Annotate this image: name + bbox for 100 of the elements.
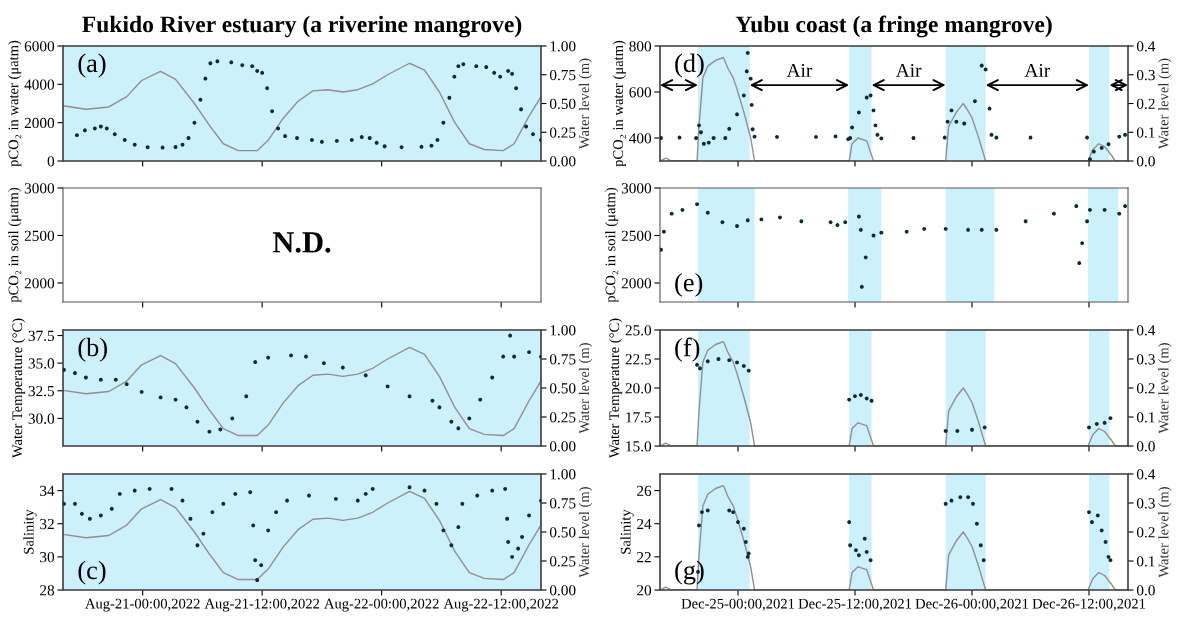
y2-tick-label: 0.25	[549, 556, 576, 567]
point	[122, 137, 127, 142]
point	[456, 64, 461, 69]
point	[735, 360, 739, 365]
y-tick-label: 2000	[24, 278, 55, 289]
point	[744, 69, 749, 74]
point	[370, 486, 375, 491]
point	[519, 107, 524, 112]
point	[974, 521, 979, 526]
point	[955, 428, 960, 433]
point	[255, 578, 260, 583]
point	[749, 102, 754, 107]
y-tick-label: 15.0	[626, 441, 652, 452]
point	[435, 137, 440, 142]
y2-tick-label: 1.00	[550, 41, 576, 52]
y-axis-title: pCO₂ in water (μatm)	[8, 40, 22, 167]
point	[359, 135, 364, 140]
y2-tick-label: 0.0	[1136, 156, 1155, 167]
y2-tick-label: 0.75	[549, 498, 576, 509]
point	[260, 70, 265, 75]
point	[145, 145, 150, 150]
point	[843, 220, 848, 225]
point	[437, 405, 442, 410]
point	[698, 366, 702, 371]
point	[1089, 520, 1094, 525]
point	[850, 125, 855, 130]
point	[1123, 204, 1128, 209]
point	[1085, 135, 1090, 140]
chart-title: Fukido River estuary (a riverine mangrove)	[82, 15, 522, 38]
point	[775, 134, 779, 139]
x-tick-label: Dec-26-00:00,2021	[915, 598, 1029, 611]
y2-tick-label: 0.75	[549, 354, 576, 365]
point	[221, 501, 226, 506]
point	[864, 549, 869, 554]
point	[83, 375, 88, 380]
point	[363, 491, 368, 496]
annotation: (f)	[675, 337, 700, 362]
point	[248, 490, 253, 495]
point	[856, 110, 861, 115]
point	[745, 218, 750, 223]
point	[158, 395, 163, 400]
point	[333, 496, 338, 501]
y-tick-label: 32.5	[28, 385, 55, 397]
point	[520, 535, 525, 539]
x-tick-label: Aug-22-12:00,2022	[443, 598, 559, 612]
point	[741, 526, 746, 531]
point	[1117, 134, 1122, 139]
point	[750, 127, 755, 132]
point	[979, 227, 984, 232]
x-tick-label: Dec-25-12:00,2021	[798, 598, 912, 611]
point	[321, 361, 326, 366]
point	[746, 368, 751, 373]
point	[208, 61, 213, 66]
point	[904, 229, 909, 234]
point	[735, 224, 739, 228]
point	[1102, 420, 1107, 425]
point	[253, 558, 258, 563]
x-tick-label: Aug-21-00:00,2022	[85, 598, 200, 612]
annotation: N.D.	[272, 232, 331, 253]
point	[1091, 149, 1096, 154]
point	[104, 126, 109, 131]
point	[911, 136, 916, 140]
point	[1085, 219, 1090, 224]
point	[981, 558, 986, 563]
point	[349, 137, 354, 142]
point	[109, 506, 114, 511]
point	[449, 543, 454, 548]
point	[374, 140, 379, 145]
point	[251, 523, 256, 528]
point	[1087, 510, 1091, 515]
point	[449, 419, 454, 424]
y2-tick-label: 1.00	[550, 325, 576, 336]
y-axis-title: pCO₂ in soil (μatm)	[605, 187, 619, 303]
point	[1099, 145, 1104, 150]
y-axis-title: Water Temperature (°C)	[11, 318, 26, 459]
point	[274, 510, 279, 515]
point	[240, 63, 245, 68]
point	[399, 145, 404, 150]
point	[92, 126, 97, 131]
point	[461, 62, 466, 67]
y2-axis-title: Water level (m)	[1158, 58, 1172, 150]
point	[743, 539, 748, 544]
point	[752, 134, 757, 139]
point	[124, 382, 129, 387]
point	[847, 397, 852, 402]
y2-tick-label: 0.75	[549, 69, 576, 81]
y2-tick-label: 0.50	[549, 383, 576, 394]
point	[132, 142, 137, 147]
y-tick-label: 32	[40, 518, 54, 530]
point	[203, 76, 208, 81]
y2-tick-label: 0.3	[1136, 354, 1155, 365]
y2-tick-label: 0.25	[549, 127, 576, 138]
point	[484, 65, 489, 70]
point	[285, 498, 290, 503]
point	[82, 128, 87, 133]
point	[283, 134, 288, 139]
point	[173, 145, 178, 149]
point	[229, 60, 234, 65]
y-tick-label: 2000	[24, 117, 55, 129]
point	[694, 136, 699, 140]
